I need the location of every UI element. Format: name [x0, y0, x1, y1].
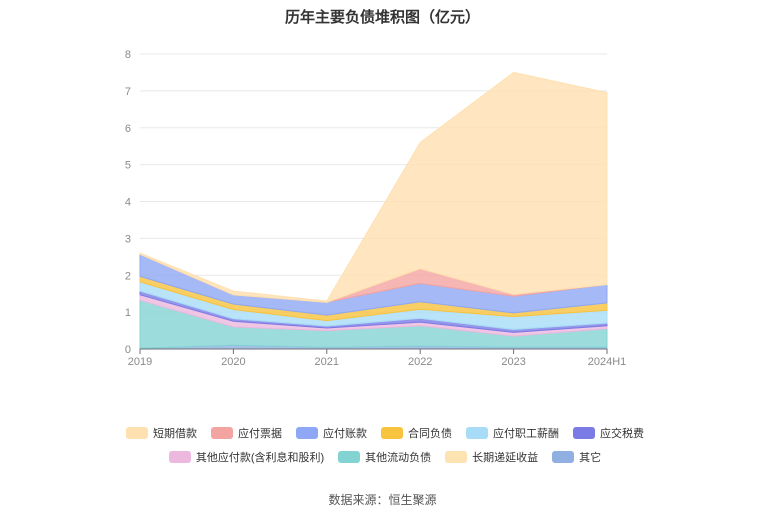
y-tick-label: 0	[125, 344, 131, 356]
legend-item[interactable]: 短期借款	[126, 425, 197, 441]
legend-label: 应付票据	[238, 428, 282, 440]
area-layer	[139, 71, 608, 350]
legend-swatch	[445, 451, 468, 463]
legend-item[interactable]: 其他应付款(含利息和股利)	[168, 449, 325, 465]
x-tick-label: 2020	[221, 356, 245, 368]
axis-layer: 0 1 2 3 4 5 6 7 8 2019 2020 2021 2022 2023 2024H1	[125, 49, 626, 368]
legend-swatch	[126, 427, 148, 439]
y-tick-label: 4	[125, 197, 131, 209]
source-note: 数据来源：恒生聚源	[328, 493, 437, 507]
legend-label: 应交税费	[600, 428, 644, 440]
x-tick-label: 2021	[315, 356, 339, 368]
y-tick-label: 7	[125, 86, 131, 98]
legend-label: 长期递延收益	[472, 452, 539, 464]
chart-title: 历年主要负债堆积图（亿元）	[284, 9, 480, 26]
legend-swatch	[381, 427, 403, 439]
x-tick-label: 2022	[408, 356, 432, 368]
area-series-9[interactable]	[139, 71, 608, 303]
y-tick-label: 2	[125, 270, 131, 282]
legend-item[interactable]: 其它	[552, 449, 601, 465]
legend-item[interactable]: 合同负债	[381, 425, 452, 441]
y-tick-label: 5	[125, 160, 131, 172]
legend-label: 短期借款	[153, 428, 197, 440]
legend-label: 应付账款	[323, 428, 367, 440]
y-tick-label: 8	[125, 49, 131, 61]
legend-swatch	[466, 427, 488, 439]
legend-swatch	[296, 427, 318, 439]
legend-swatch	[211, 427, 233, 439]
legend-item[interactable]: 应付账款	[296, 425, 367, 441]
legend-swatch	[338, 451, 361, 463]
legend-item[interactable]: 应付职工薪酬	[466, 425, 559, 441]
x-tick-label: 2019	[128, 356, 152, 368]
legend-item[interactable]: 应付票据	[211, 425, 282, 441]
legend-swatch	[573, 427, 595, 439]
y-tick-label: 6	[125, 123, 131, 135]
y-tick-label: 3	[125, 233, 131, 245]
x-tick-label: 2023	[501, 356, 525, 368]
legend-swatch	[168, 451, 191, 463]
legend-label: 其他流动负债	[365, 452, 432, 464]
legend-item[interactable]: 应交税费	[573, 425, 644, 441]
x-tick-label: 2024H1	[588, 356, 627, 368]
legend-item[interactable]: 其他流动负债	[338, 449, 431, 465]
legend-label: 应付职工薪酬	[493, 428, 559, 440]
y-tick-label: 1	[125, 307, 131, 319]
legend-label: 其它	[579, 452, 602, 464]
legend: 短期借款 应付票据 应付账款 合同负债 应付职工薪酬 应交税费其他应付款(含利息和股利) 其…	[115, 425, 655, 465]
legend-item[interactable]: 长期递延收益	[445, 449, 538, 465]
legend-swatch	[552, 451, 575, 463]
legend-label: 其他应付款(含利息和股利)	[195, 452, 325, 464]
legend-label: 合同负债	[408, 428, 452, 440]
